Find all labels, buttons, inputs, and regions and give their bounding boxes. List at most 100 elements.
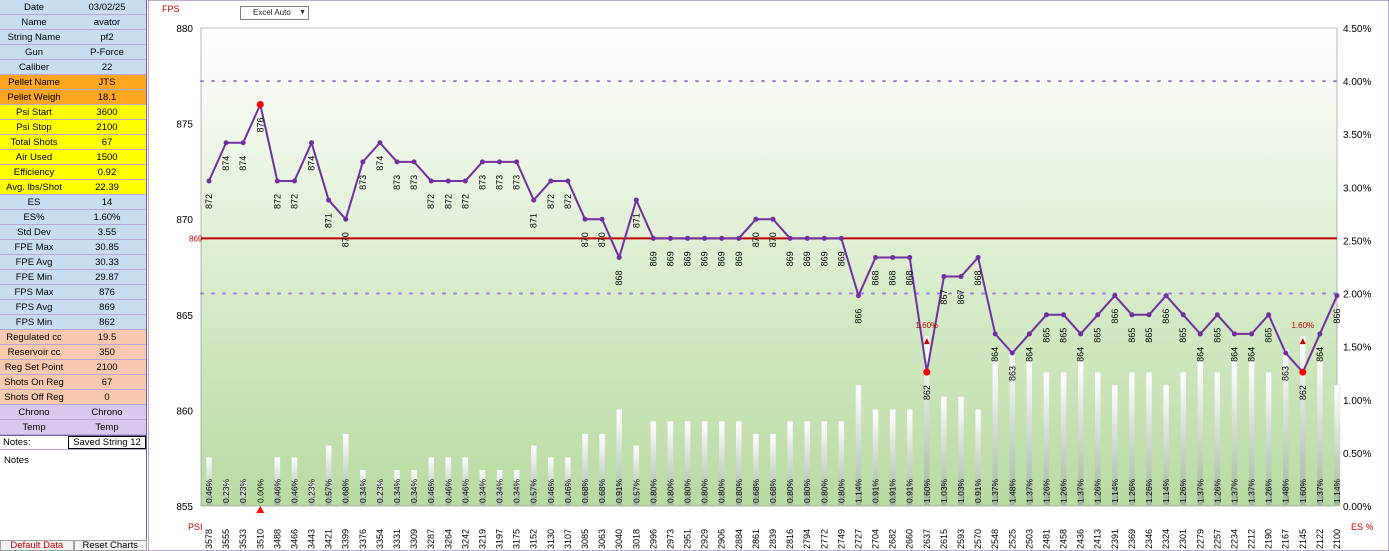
fps-data-label: 873: [495, 175, 505, 190]
fps-marker: [616, 254, 622, 260]
es-bar-label: 0.80%: [785, 478, 795, 503]
es-pct-tick-label: 1.50%: [1343, 343, 1371, 354]
fps-marker: [514, 159, 520, 165]
stat-row: Chrono Chrono: [0, 405, 146, 420]
psi-tick-label: 2100: [1332, 529, 1342, 549]
es-bar: [205, 456, 213, 507]
stat-row: Caliber 22: [0, 60, 146, 75]
es-bar: [1282, 348, 1289, 507]
stat-row: String Name pf2: [0, 30, 146, 45]
fps-data-label: 870: [768, 232, 778, 247]
stat-row: Gun P-Force: [0, 45, 146, 60]
es-bar-label: 1.60%: [922, 478, 932, 503]
fps-data-label: 874: [307, 156, 317, 171]
es-bar: [1077, 360, 1084, 507]
fps-data-label: 870: [597, 232, 607, 247]
fps-average-label: 869: [189, 234, 203, 243]
es-bar: [991, 360, 999, 507]
reset-charts-button[interactable]: Reset Charts: [73, 540, 147, 551]
es-pct-tick-label: 0.00%: [1343, 502, 1371, 513]
fps-marker: [667, 235, 673, 241]
es-pct-tick-label: 1.00%: [1343, 396, 1371, 407]
es-bar: [291, 456, 298, 507]
stat-row: Avg. lbs/Shot 22.39: [0, 180, 146, 195]
psi-tick-label: 2548: [990, 529, 1000, 549]
psi-tick-label: 2145: [1298, 529, 1308, 549]
psi-tick-label: 3219: [477, 529, 487, 549]
fps-marker: [804, 235, 810, 241]
notes-row-label: Notes:: [3, 437, 31, 448]
psi-tick-label: 3376: [358, 529, 368, 549]
psi-tick-label: 2973: [665, 529, 675, 549]
es-pct-tick-label: 3.50%: [1343, 130, 1371, 141]
fps-data-label: 864: [1024, 347, 1034, 362]
es-bar-label: 1.14%: [1161, 478, 1171, 503]
fps-marker: [548, 178, 554, 184]
fps-marker: [1026, 331, 1032, 337]
default-data-button[interactable]: Default Data: [0, 540, 74, 551]
stat-row: FPE Max 30.85: [0, 240, 146, 255]
es-bar: [855, 384, 862, 507]
es-bar: [513, 469, 520, 507]
fps-marker: [736, 235, 742, 241]
fps-data-label: 866: [853, 309, 863, 324]
es-bar-label: 1.60%: [1298, 478, 1308, 503]
fps-data-label: 867: [939, 290, 949, 305]
stat-value: 1.60%: [93, 211, 121, 223]
es-bar-label: 0.80%: [819, 478, 829, 503]
stat-value: pf2: [100, 31, 114, 43]
psi-tick-label: 3175: [512, 529, 522, 549]
es-bar-label: 1.48%: [1007, 478, 1017, 503]
es-bar-label: 0.23%: [221, 478, 231, 503]
fps-marker: [958, 274, 964, 280]
es-bar: [376, 481, 384, 507]
es-bar-label: 0.34%: [477, 478, 487, 503]
es-bar: [1009, 348, 1016, 507]
fps-marker: [462, 178, 468, 184]
stat-row: FPE Min 29.87: [0, 270, 146, 285]
es-bar: [462, 456, 469, 507]
es-bar: [615, 409, 623, 507]
stat-row: Efficiency 0.92: [0, 165, 146, 180]
fps-data-label: 864: [1247, 347, 1257, 362]
fps-data-label: 869: [717, 251, 727, 266]
fps-data-label: 864: [1076, 347, 1086, 362]
fps-marker: [855, 293, 861, 299]
stat-row: FPE Avg 30.33: [0, 255, 146, 270]
fps-marker: [274, 178, 280, 184]
stat-label: String Name: [7, 31, 61, 43]
fps-data-label: 873: [477, 175, 487, 190]
es-bar: [1333, 384, 1341, 507]
fps-marker: [1129, 312, 1135, 318]
es-bar-label: 0.46%: [289, 478, 299, 503]
psi-tick-label: 2257: [1212, 529, 1222, 549]
es-bar-label: 0.46%: [204, 478, 214, 503]
psi-tick-label: 2391: [1110, 529, 1120, 549]
fps-data-label: 872: [289, 194, 299, 209]
psi-tick-label: 3152: [529, 529, 539, 549]
stat-value: 0: [104, 391, 110, 403]
stat-label: FPE Avg: [15, 256, 53, 268]
fps-marker: [650, 235, 656, 241]
es-bar-label: 0.91%: [614, 478, 624, 503]
stat-label: Std Dev: [17, 226, 51, 238]
stat-label: Reservoir cc: [7, 346, 61, 358]
es-bar-label: 0.68%: [580, 478, 590, 503]
notes-row-value[interactable]: Saved String 12: [68, 436, 146, 449]
es-bar: [838, 420, 845, 507]
es-bar: [650, 420, 657, 507]
chart-mode-dropdown[interactable]: Excel Auto ▼: [240, 6, 309, 20]
fps-data-label: 864: [990, 347, 1000, 362]
fps-data-label: 873: [409, 175, 419, 190]
psi-tick-label: 3130: [546, 529, 556, 549]
fps-data-label: 868: [905, 270, 915, 285]
stat-row: FPS Min 862: [0, 315, 146, 330]
fps-marker: [873, 254, 879, 260]
stat-label: Air Used: [15, 151, 53, 163]
psi-tick-label: 3443: [307, 529, 317, 549]
es-pct-tick-label: 2.00%: [1343, 290, 1371, 301]
psi-tick-label: 3287: [426, 529, 436, 549]
fps-marker: [1095, 312, 1101, 318]
es-bar: [1111, 384, 1119, 507]
fps-marker: [309, 140, 315, 146]
